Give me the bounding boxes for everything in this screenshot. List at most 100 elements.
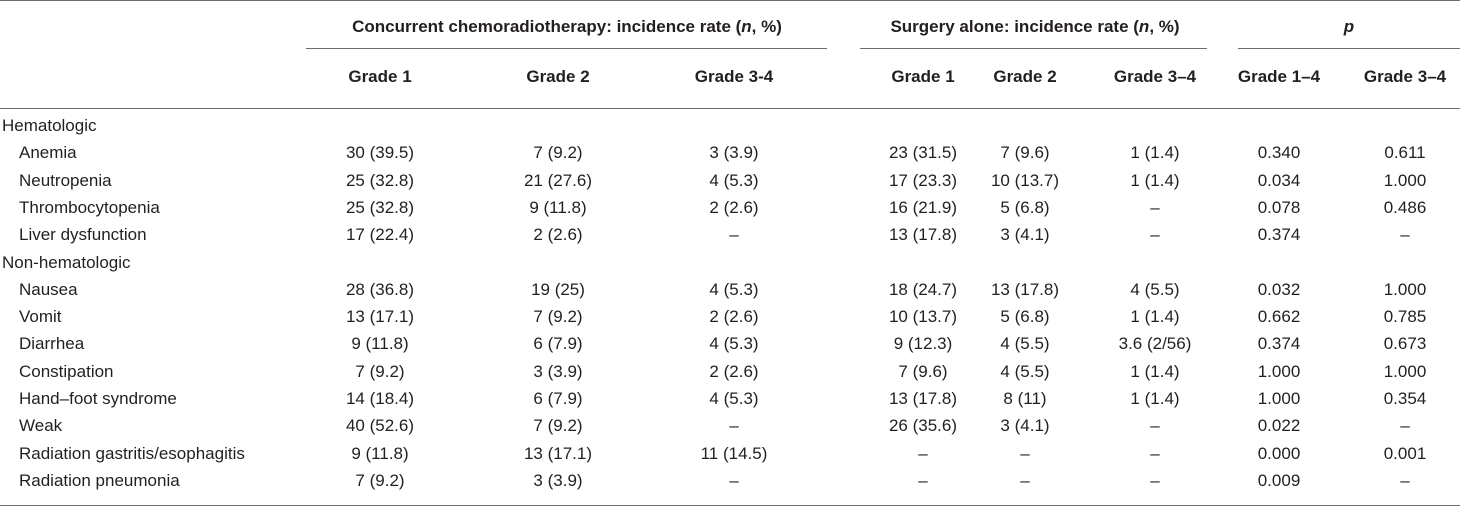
group-rule-surgery (860, 48, 1207, 49)
table-cell: 2 (2.6) (533, 225, 583, 245)
table-cell: 8 (11) (1003, 389, 1047, 408)
table-cell: 2 (2.6) (709, 197, 759, 217)
table-cell: 4 (5.3) (709, 334, 759, 354)
table-cell: 3.6 (2/56) (1118, 334, 1192, 354)
table-cell: 1.000 (1257, 361, 1301, 381)
table-cell: 17 (22.4) (345, 225, 415, 245)
table-cell: 5 (6.8) (1000, 197, 1050, 217)
section-label: Non-hematologic (2, 252, 131, 272)
column-header: Grade 2 (993, 67, 1057, 86)
table-cell: – (729, 470, 739, 490)
table-cell: – (729, 225, 739, 245)
table-cell: – (1400, 416, 1410, 436)
column-header: Grade 3–4 (1363, 67, 1447, 86)
table-cell: 0.354 (1383, 389, 1427, 408)
table-cell: 2 (2.6) (709, 361, 759, 381)
table-cell: 9 (12.3) (893, 334, 953, 354)
table-cell: 1 (1.4) (1130, 307, 1180, 327)
table-cell: 4 (5.3) (709, 170, 759, 190)
header-bottom-rule (0, 108, 1460, 109)
table-cell: 4 (5.5) (1000, 334, 1050, 354)
table-cell: 0.032 (1257, 279, 1301, 299)
table-cell: 1 (1.4) (1130, 361, 1180, 381)
group-header-ccrt: Concurrent chemoradiotherapy: incidence … (352, 17, 782, 36)
table-cell: 40 (52.6) (345, 416, 415, 436)
table-cell: 0.374 (1257, 334, 1301, 354)
table-cell: 1.000 (1383, 361, 1427, 381)
table-cell: 0.374 (1257, 225, 1301, 245)
table-cell: 10 (13.7) (888, 307, 958, 327)
group-header-surgery: Surgery alone: incidence rate (n, %) (890, 17, 1180, 36)
table-cell: 7 (9.2) (533, 307, 583, 327)
table-cell: 13 (17.8) (990, 279, 1060, 299)
table-cell: 6 (7.9) (533, 334, 583, 354)
group-header-p: p (1343, 17, 1355, 36)
table-cell: 1 (1.4) (1130, 170, 1180, 190)
table-cell: 13 (17.8) (888, 389, 958, 408)
row-label: Weak (19, 416, 63, 436)
table-cell: 4 (5.3) (709, 389, 759, 408)
table-cell: – (1020, 470, 1030, 490)
table-cell: 9 (11.8) (529, 197, 587, 217)
column-header: Grade 3-4 (694, 67, 774, 86)
table-cell: 0.009 (1257, 470, 1301, 490)
row-label: Diarrhea (19, 334, 85, 354)
table-top-rule (0, 0, 1460, 1)
table-cell: – (1400, 470, 1410, 490)
table-cell: 1.000 (1383, 170, 1427, 190)
table-cell: 21 (27.6) (523, 170, 593, 190)
table-cell: 28 (36.8) (345, 279, 415, 299)
column-header: Grade 1–4 (1237, 67, 1321, 86)
table-cell: 30 (39.5) (345, 143, 415, 163)
table-cell: 0.673 (1383, 334, 1427, 354)
table-cell: 13 (17.1) (345, 307, 415, 327)
column-header: Grade 1 (891, 67, 955, 86)
table-cell: 19 (25) (531, 279, 585, 299)
column-header: Grade 3–4 (1113, 67, 1197, 86)
table-cell: 7 (9.6) (1000, 143, 1050, 163)
row-label: Nausea (19, 279, 78, 299)
table-cell: – (1150, 197, 1160, 217)
column-header: Grade 1 (348, 67, 412, 86)
row-label: Radiation gastritis/esophagitis (19, 443, 245, 463)
column-header: Grade 2 (526, 67, 590, 86)
table-cell: 23 (31.5) (888, 143, 958, 163)
table-cell: – (918, 443, 928, 463)
table-cell: 25 (32.8) (345, 170, 415, 190)
table-cell: 0.340 (1257, 143, 1301, 163)
table-cell: 1.000 (1383, 279, 1427, 299)
table-cell: 1 (1.4) (1130, 389, 1180, 408)
table-cell: – (1150, 416, 1160, 436)
table-cell: 0.022 (1257, 416, 1301, 436)
table-cell: 3 (3.9) (533, 361, 583, 381)
table-cell: 9 (11.8) (351, 334, 409, 354)
table-cell: 4 (5.5) (1130, 279, 1180, 299)
table-bottom-rule (0, 505, 1460, 506)
table-cell: – (1400, 225, 1410, 245)
table-cell: 7 (9.2) (355, 361, 405, 381)
row-label: Liver dysfunction (19, 225, 147, 245)
table-cell: – (729, 416, 739, 436)
table-cell: 3 (4.1) (1000, 225, 1050, 245)
row-label: Vomit (19, 307, 62, 327)
table-cell: 0.001 (1383, 443, 1427, 463)
table-cell: 3 (3.9) (709, 143, 759, 163)
group-rule-p (1238, 48, 1460, 49)
table-cell: 4 (5.3) (709, 279, 759, 299)
table-cell: 7 (9.6) (898, 361, 948, 381)
row-label: Hand–foot syndrome (19, 389, 177, 408)
table-cell: 0.078 (1257, 197, 1301, 217)
table-cell: 3 (3.9) (533, 470, 583, 490)
row-label: Anemia (19, 143, 77, 163)
table-cell: 4 (5.5) (1000, 361, 1050, 381)
row-label: Constipation (19, 361, 114, 381)
table-cell: – (1150, 225, 1160, 245)
section-label: Hematologic (2, 116, 97, 135)
table-cell: 0.034 (1257, 170, 1301, 190)
table-cell: 0.785 (1383, 307, 1427, 327)
table-cell: 0.611 (1384, 143, 1426, 163)
table-cell: 1.000 (1257, 389, 1301, 408)
table-cell: 3 (4.1) (1000, 416, 1050, 436)
table-cell: 6 (7.9) (533, 389, 583, 408)
table-cell: 1 (1.4) (1130, 143, 1180, 163)
